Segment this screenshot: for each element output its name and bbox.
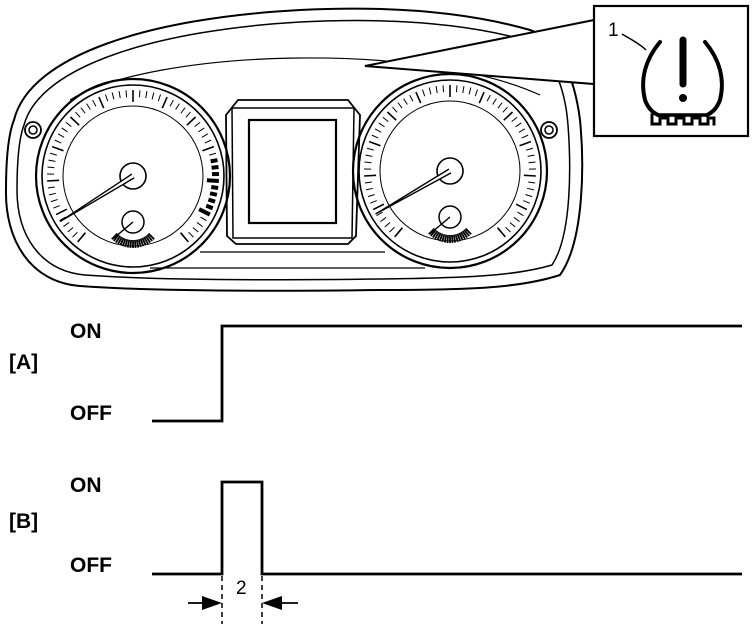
speedometer-gauge [34,77,232,275]
signal-a-off-label: OFF [70,402,112,425]
dimension-arrow-left [202,596,222,610]
right-mount-screw [540,121,558,139]
sub-gauge-hub [121,210,145,234]
gauge-hub [436,157,464,185]
gauge-needle [375,168,452,215]
tachometer-gauge [351,72,549,270]
signal-b: ON [B] OFF [9,474,742,577]
gauge-ticks [47,90,220,243]
sub-gauge-needle [112,221,134,240]
sub-gauge-ticks [111,232,155,248]
pulse-duration-dimension: 2 [188,576,298,624]
center-display-housing [225,99,361,245]
sub-gauge-ticks [428,227,472,243]
sub-gauge-hub [438,205,462,229]
gauge-ticks [364,85,536,238]
gauge-inner-ring [41,84,225,268]
gauge-needle [59,173,135,223]
signal-b-label: [B] [9,510,38,533]
cluster-inner-bezel [16,19,571,281]
callout-1-number: 1 [608,20,619,41]
center-display-screen [247,118,338,225]
duration-number: 2 [236,578,247,599]
gauge-hub [119,162,147,190]
signal-b-waveform [152,480,742,576]
cluster-outer-housing [4,7,584,292]
left-mount-screw [24,121,42,139]
gauge-outer-ring [351,72,549,270]
signal-b-on-label: ON [70,474,102,497]
signal-a: ON [A] OFF [9,320,742,425]
sub-gauge-needle [429,216,451,235]
dimension-arrow-right [262,596,282,610]
gauge-outer-ring [34,77,232,275]
callout-1-leader [621,33,647,51]
signal-a-label: [A] [9,351,38,374]
gauge-inner-ring [358,79,542,263]
signal-a-waveform [152,324,742,423]
signal-a-on-label: ON [70,320,102,343]
signal-b-off-label: OFF [70,554,112,577]
tpms-warning-icon [641,36,724,126]
center-display-frame [231,107,355,239]
